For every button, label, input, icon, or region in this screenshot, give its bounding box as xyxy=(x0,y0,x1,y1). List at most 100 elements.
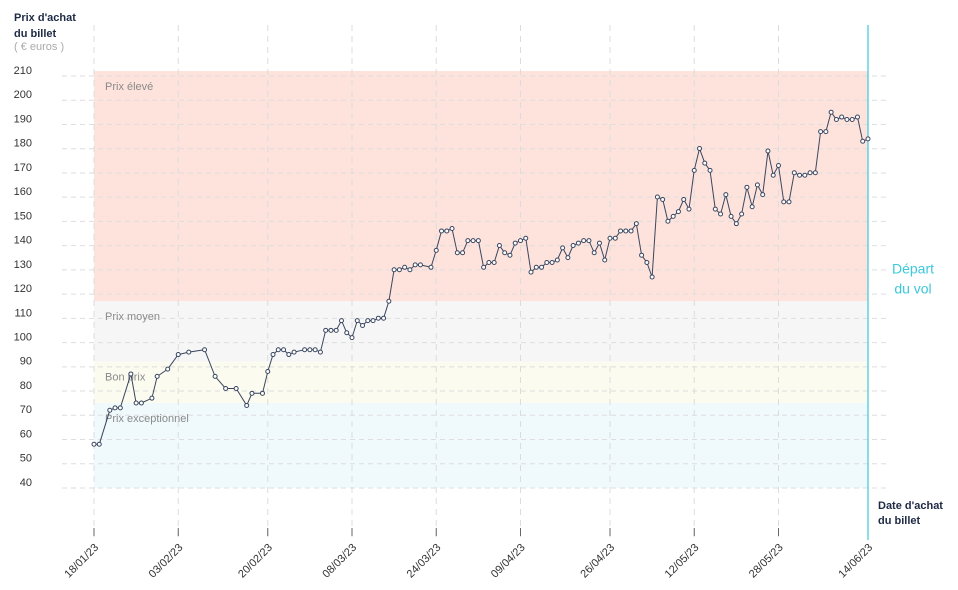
price-point xyxy=(602,257,608,263)
price-point xyxy=(681,196,687,202)
y-tick-label: 190 xyxy=(14,113,32,125)
price-point xyxy=(112,405,118,411)
price-point xyxy=(660,196,666,202)
price-point xyxy=(860,138,866,144)
price-point xyxy=(444,228,450,234)
y-tick-label: 170 xyxy=(14,162,32,174)
departure-label: du vol xyxy=(894,281,931,297)
price-point xyxy=(586,238,592,244)
price-point xyxy=(623,228,629,234)
x-axis-title: du billet xyxy=(878,515,921,527)
price-point xyxy=(259,390,265,396)
price-point xyxy=(460,250,466,256)
y-tick-label: 60 xyxy=(20,428,32,440)
price-point xyxy=(691,167,697,173)
y-tick-label: 180 xyxy=(14,138,32,150)
price-point xyxy=(249,390,255,396)
y-axis-title: du billet xyxy=(14,28,57,40)
price-point xyxy=(560,245,566,251)
band-label: Prix moyen xyxy=(105,311,160,323)
price-point xyxy=(449,226,455,232)
price-point xyxy=(517,238,523,244)
price-point xyxy=(760,192,766,198)
x-tick-label: 28/05/23 xyxy=(747,542,786,581)
y-tick-label: 120 xyxy=(14,283,32,295)
price-point xyxy=(354,318,360,324)
y-axis-title: Prix d'achat xyxy=(14,12,76,24)
price-point xyxy=(454,250,460,256)
x-tick-label: 08/03/23 xyxy=(320,542,359,581)
price-point xyxy=(612,235,618,241)
price-point xyxy=(244,402,250,408)
price-point xyxy=(807,170,813,176)
price-point xyxy=(365,318,371,324)
band-label: Prix exceptionnel xyxy=(105,413,189,425)
price-point xyxy=(375,315,381,321)
x-tick-label: 20/02/23 xyxy=(236,542,275,581)
x-tick-label: 03/02/23 xyxy=(147,542,186,581)
price-point xyxy=(575,240,581,246)
y-tick-label: 80 xyxy=(20,380,32,392)
price-point xyxy=(570,242,576,248)
price-point xyxy=(117,405,123,411)
price-point xyxy=(607,235,613,241)
price-point xyxy=(765,148,771,154)
price-point xyxy=(665,218,671,224)
price-point xyxy=(749,204,755,210)
price-point xyxy=(633,221,639,227)
x-tick-label: 26/04/23 xyxy=(578,542,617,581)
price-point xyxy=(470,238,476,244)
price-point xyxy=(333,327,339,333)
price-point xyxy=(512,240,518,246)
price-point xyxy=(186,349,192,355)
x-tick-label: 09/04/23 xyxy=(489,542,528,581)
departure-label: Départ xyxy=(892,261,934,277)
price-point xyxy=(844,116,850,122)
price-point xyxy=(396,267,402,273)
price-point xyxy=(344,330,350,336)
price-point xyxy=(133,400,139,406)
price-point xyxy=(502,250,508,256)
price-point xyxy=(596,240,602,246)
x-tick-label: 14/06/23 xyxy=(836,542,875,581)
price-point xyxy=(818,129,824,135)
y-tick-label: 40 xyxy=(20,477,32,489)
price-point xyxy=(386,298,392,304)
price-point xyxy=(581,238,587,244)
price-point xyxy=(554,257,560,263)
y-tick-label: 210 xyxy=(14,65,32,77)
price-point xyxy=(670,213,676,219)
price-point xyxy=(270,352,276,358)
price-point xyxy=(549,259,555,265)
price-point xyxy=(439,228,445,234)
price-point xyxy=(565,255,571,261)
price-point xyxy=(465,238,471,244)
price-band xyxy=(94,361,868,404)
price-point xyxy=(407,267,413,273)
price-point xyxy=(96,441,102,447)
price-point xyxy=(402,264,408,270)
price-point xyxy=(823,129,829,135)
price-point xyxy=(491,259,497,265)
price-band xyxy=(94,301,868,362)
y-tick-label: 90 xyxy=(20,356,32,368)
price-point xyxy=(854,114,860,120)
price-point xyxy=(533,264,539,270)
price-point xyxy=(349,335,355,341)
price-point xyxy=(686,206,692,212)
price-point xyxy=(138,400,144,406)
price-point xyxy=(697,146,703,152)
price-band xyxy=(94,71,868,302)
price-point xyxy=(839,114,845,120)
price-point xyxy=(428,264,434,270)
price-point xyxy=(107,407,113,413)
price-point xyxy=(639,252,645,258)
price-point xyxy=(812,170,818,176)
price-point xyxy=(744,184,750,190)
band-label: Prix élevé xyxy=(105,81,153,93)
price-point xyxy=(712,206,718,212)
price-point xyxy=(149,395,155,401)
y-tick-label: 100 xyxy=(14,331,32,343)
price-point xyxy=(212,373,218,379)
